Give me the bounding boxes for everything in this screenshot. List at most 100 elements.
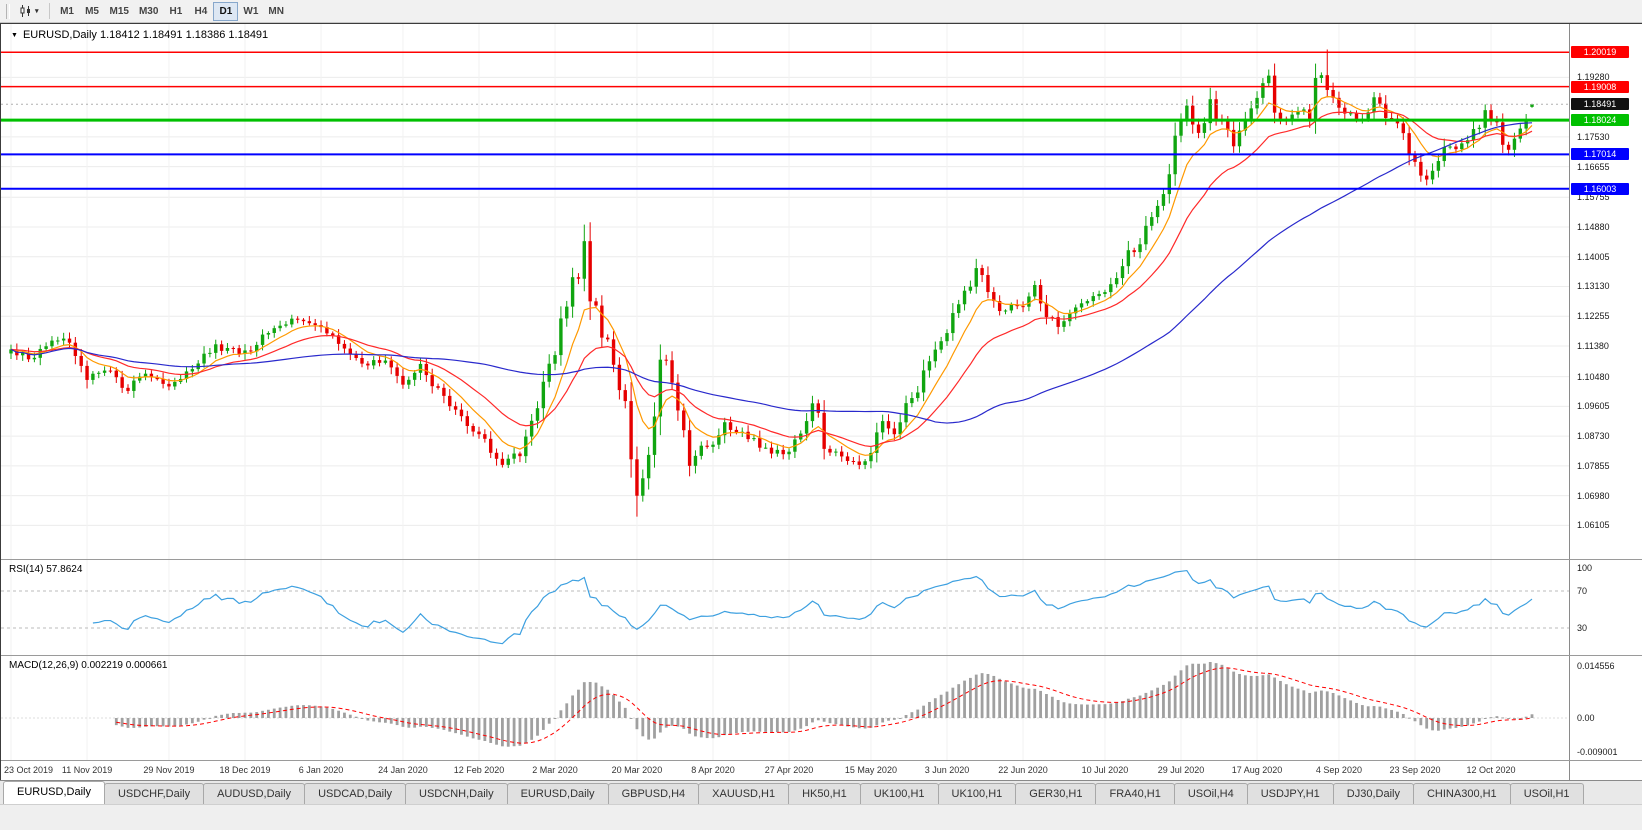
date-tick-label: 17 Aug 2020: [1231, 765, 1283, 775]
price-tick-label: 1.09605: [1577, 401, 1610, 412]
price-tick-label: 1.13130: [1577, 281, 1610, 292]
macd-scale-max: 0.014556: [1577, 661, 1615, 671]
price-line-label-1.17014: 1.17014: [1571, 148, 1629, 161]
date-tick-label: 12 Oct 2020: [1466, 765, 1516, 775]
timeframes-toolbar: ▾ M1 M5 M15 M30 H1 H4 D1 W1 MN: [0, 0, 1642, 23]
price-line-label-1.19008: 1.19008: [1571, 80, 1629, 93]
chart-type-button[interactable]: ▾: [14, 2, 44, 21]
price-tick-label: 1.19280: [1577, 72, 1610, 83]
chart-tab-usdcnh-daily[interactable]: USDCNH,Daily: [405, 783, 508, 804]
date-tick-label: 18 Dec 2019: [219, 765, 271, 775]
chart-title-text: EURUSD,Daily 1.18412 1.18491 1.18386 1.1…: [22, 29, 269, 41]
price-tick-label: 1.11380: [1577, 340, 1609, 351]
date-tick-label: 15 May 2020: [844, 765, 897, 775]
status-bar: [0, 804, 1642, 830]
date-tick-label: 23 Oct 2019: [4, 765, 54, 775]
date-tick-label: 22 Jun 2020: [998, 765, 1048, 775]
rsi-label: RSI(14) 57.8624: [9, 564, 83, 575]
macd-scale-zero: 0.00: [1577, 713, 1595, 723]
price-line-label-1.18024: 1.18024: [1571, 114, 1629, 127]
date-tick-label: 6 Jan 2020: [298, 765, 344, 775]
price-tick-label: 1.10480: [1577, 371, 1610, 382]
date-tick-label: 29 Jul 2020: [1157, 765, 1205, 775]
date-tick-label: 27 Apr 2020: [764, 765, 814, 775]
timeframe-button-d1[interactable]: D1: [213, 1, 239, 21]
price-tick-label: 1.12255: [1577, 311, 1610, 322]
ma-line-slow: [10, 122, 1533, 424]
timeframe-button-m30[interactable]: M30: [134, 2, 163, 21]
timeframe-button-m5[interactable]: M5: [80, 2, 105, 21]
time-axis[interactable]: 23 Oct 2019 11 Nov 2019 29 Nov 2019 18 Dec …: [1, 761, 1569, 781]
toolbar-separator: [48, 3, 50, 19]
chart-tab-fra40-h1[interactable]: FRA40,H1: [1095, 783, 1175, 804]
chart-tab-eurusd-daily[interactable]: EURUSD,Daily: [3, 781, 105, 804]
chart-tab-audusd-daily[interactable]: AUDUSD,Daily: [203, 783, 306, 804]
horizontal-lines: [1, 51, 1569, 190]
timeframe-button-mn[interactable]: MN: [263, 2, 289, 21]
rsi-level-30: 30: [1577, 623, 1588, 633]
panel-divider[interactable]: [1, 559, 1642, 560]
chart-menu-arrow-icon: ▼: [11, 31, 18, 39]
ma-line-fast: [10, 96, 1533, 456]
chart-plot-canvas[interactable]: [1, 24, 1569, 781]
price-line-label-1.16003: 1.16003: [1571, 182, 1629, 195]
macd-signal-line: [116, 667, 1533, 744]
timeframe-buttons: M1 M5 M15 M30 H1 H4 D1 W1 MN: [55, 1, 289, 21]
rsi-level-70: 70: [1577, 586, 1588, 596]
rsi-line: [92, 569, 1533, 645]
date-tick-label: 10 Jul 2020: [1081, 765, 1129, 775]
price-tick-label: 1.17530: [1577, 131, 1610, 142]
panel-divider[interactable]: [1, 655, 1642, 656]
price-tick-label: 1.15755: [1577, 192, 1610, 203]
date-tick-label: 23 Sep 2020: [1389, 765, 1441, 775]
timeframe-button-m1[interactable]: M1: [55, 2, 80, 21]
price-tick-label: 1.06105: [1577, 520, 1610, 531]
price-tick-label: 1.16655: [1577, 161, 1610, 172]
price-line-label-1.20019: 1.20019: [1571, 46, 1629, 59]
ma-line-mid: [10, 110, 1533, 448]
chart-tab-usdjpy-h1[interactable]: USDJPY,H1: [1246, 783, 1334, 804]
chart-title: ▼ EURUSD,Daily 1.18412 1.18491 1.18386 1…: [11, 29, 268, 41]
candles: [9, 49, 1534, 517]
price-tick-label: 1.08730: [1577, 431, 1610, 442]
chart-tab-ger30-h1[interactable]: GER30,H1: [1015, 783, 1097, 804]
chart-tab-uk100-h1[interactable]: UK100,H1: [937, 783, 1017, 804]
timeframe-button-w1[interactable]: W1: [238, 2, 263, 21]
chart-tab-usoil-h1[interactable]: USOil,H1: [1509, 783, 1584, 804]
chart-tab-usdchf-daily[interactable]: USDCHF,Daily: [103, 783, 205, 804]
chart-tab-uk100-h1[interactable]: UK100,H1: [859, 783, 939, 804]
macd-label: MACD(12,26,9) 0.002219 0.000661: [9, 660, 168, 671]
chart-tab-gbpusd-h4[interactable]: GBPUSD,H4: [607, 783, 700, 804]
price-tick-label: 1.14880: [1577, 221, 1610, 232]
price-tick-label: 1.14005: [1577, 251, 1610, 262]
panel-divider[interactable]: [1, 760, 1642, 761]
candlestick-chart-icon: [20, 5, 30, 17]
chart-tab-china300-h1[interactable]: CHINA300,H1: [1412, 783, 1511, 804]
timeframe-button-h4[interactable]: H4: [188, 2, 213, 21]
date-tick-label: 24 Jan 2020: [378, 765, 428, 775]
chart-tab-usoil-h4[interactable]: USOil,H4: [1173, 783, 1248, 804]
chart-tab-eurusd-daily[interactable]: EURUSD,Daily: [506, 783, 609, 804]
current-price-label: 1.18491: [1571, 98, 1629, 111]
price-tick-label: 1.06980: [1577, 490, 1610, 501]
date-tick-label: 20 Mar 2020: [611, 765, 663, 775]
timeframe-button-h1[interactable]: H1: [163, 2, 188, 21]
chart-tab-usdcad-daily[interactable]: USDCAD,Daily: [304, 783, 407, 804]
chart-tab-xauusd-h1[interactable]: XAUUSD,H1: [698, 783, 790, 804]
toolbar-grip[interactable]: [6, 3, 10, 19]
date-tick-label: 2 Mar 2020: [532, 765, 578, 775]
chart-tab-hk50-h1[interactable]: HK50,H1: [788, 783, 861, 804]
chart-tab-dj30-daily[interactable]: DJ30,Daily: [1332, 783, 1414, 804]
timeframe-button-m15[interactable]: M15: [105, 2, 134, 21]
date-tick-label: 3 Jun 2020: [924, 765, 970, 775]
chart-tabs-bar: EURUSD,Daily USDCHF,Daily AUDUSD,Daily USDC…: [0, 780, 1642, 804]
price-axis[interactable]: 1.19280 1.17530 1.16655 1.15755 1.14880 1.140…: [1569, 24, 1642, 781]
date-tick-label: 8 Apr 2020: [691, 765, 735, 775]
macd-scale-min: -0.009001: [1577, 747, 1618, 757]
date-tick-label: 12 Feb 2020: [453, 765, 505, 775]
date-tick-label: 29 Nov 2019: [143, 765, 195, 775]
chart-window: ▼ EURUSD,Daily 1.18412 1.18491 1.18386 1…: [0, 23, 1642, 781]
rsi-level-100: 100: [1577, 563, 1593, 573]
price-tick-label: 1.07855: [1577, 460, 1610, 471]
